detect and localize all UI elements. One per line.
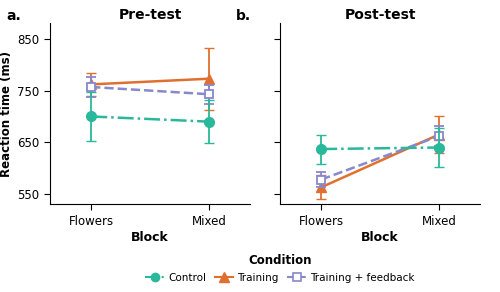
Legend: Control, Training, Training + feedback: Control, Training, Training + feedback xyxy=(141,250,419,287)
Text: b.: b. xyxy=(236,9,251,23)
Text: a.: a. xyxy=(6,9,21,23)
X-axis label: Block: Block xyxy=(131,231,169,244)
X-axis label: Block: Block xyxy=(361,231,399,244)
Title: Post-test: Post-test xyxy=(344,8,416,22)
Title: Pre-test: Pre-test xyxy=(118,8,182,22)
Y-axis label: Reaction time (ms): Reaction time (ms) xyxy=(0,51,13,177)
